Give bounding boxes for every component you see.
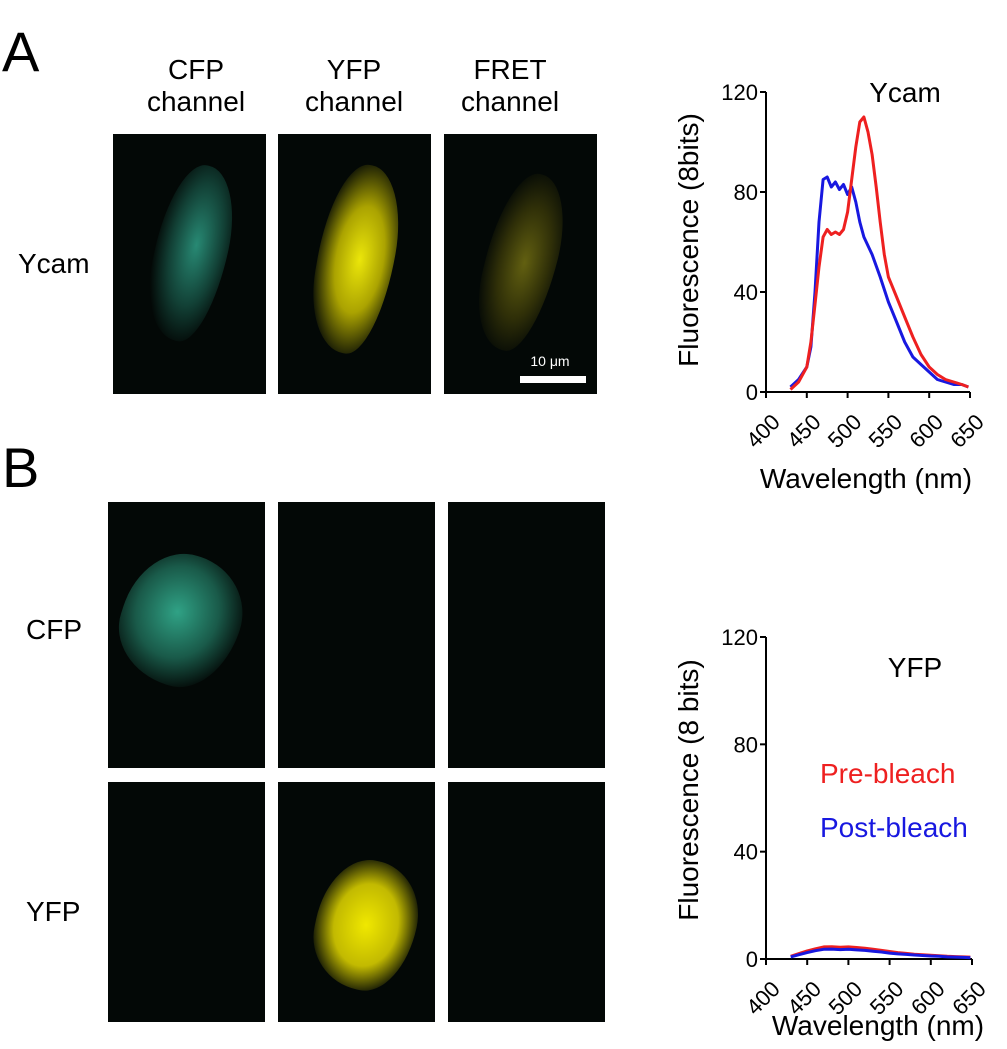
cell-fluorescence (108, 538, 258, 702)
micrograph-ycam-fret: 10 μm (444, 134, 597, 394)
series-line-series-1 (789, 115, 969, 391)
column-header-line1: YFP (326, 54, 382, 85)
panel-b-letter: B (2, 436, 40, 499)
chart-x-axis-label: Wavelength (nm) (760, 463, 972, 494)
column-header-line2: channel (146, 86, 246, 117)
y-tick-label: 80 (734, 732, 758, 757)
chart-yfp-bleach-spectrum: YFP Fluorescence (8 bits) Wavelength (nm… (673, 625, 991, 1041)
chart-title: YFP (888, 652, 942, 683)
micrograph-yfp-cfp-channel (108, 782, 265, 1022)
column-header-line2: channel (460, 86, 560, 117)
micrograph-cfp-cfp-channel (108, 502, 265, 768)
column-header-cfp: CFP channel (116, 54, 276, 118)
panel-a-letter: A (2, 20, 40, 83)
scale-bar-line (520, 376, 586, 383)
micrograph-ycam-yfp (278, 134, 431, 394)
scale-bar-label: 10 μm (530, 353, 569, 369)
scale-bar: 10 μm (520, 353, 586, 383)
column-header-line1: CFP (168, 54, 224, 85)
y-tick-label: 120 (721, 625, 758, 650)
y-tick-label: 0 (746, 380, 758, 405)
row-label-cfp: CFP (26, 614, 82, 645)
cell-fluorescence (137, 158, 245, 348)
micrograph-cfp-yfp-channel (278, 502, 435, 768)
x-tick-label: 600 (904, 409, 948, 453)
y-tick-label: 0 (746, 947, 758, 972)
cell-fluorescence (302, 158, 410, 360)
y-tick-label: 40 (734, 840, 758, 865)
x-tick-label: 450 (782, 409, 826, 453)
y-tick-label: 120 (721, 80, 758, 105)
x-tick-label: 400 (741, 409, 785, 453)
micrograph-yfp-fret-channel (448, 782, 605, 1022)
column-header-line1: FRET (473, 54, 547, 85)
chart-y-axis-label: Fluorescence (8 bits) (673, 659, 704, 920)
micrograph-ycam-cfp (113, 134, 266, 394)
chart-ycam-spectrum: Ycam Fluorescence (8bits) Wavelength (nm… (673, 77, 989, 494)
column-header-yfp: YFP channel (274, 54, 434, 118)
cell-fluorescence (303, 851, 429, 999)
chart-x-axis-label: Wavelength (nm) (772, 1010, 984, 1041)
row-label-ycam: Ycam (18, 248, 90, 279)
legend-entry-pre-bleach: Pre-bleach (820, 758, 955, 789)
legend-entry-post-bleach: Post-bleach (820, 812, 968, 843)
series-line-series-0 (789, 175, 969, 389)
series-line-post-bleach (790, 947, 971, 960)
chart-title: Ycam (869, 77, 941, 108)
x-tick-label: 550 (864, 409, 908, 453)
column-header-line2: channel (304, 86, 404, 117)
y-tick-label: 40 (734, 280, 758, 305)
micrograph-cfp-fret-channel (448, 502, 605, 768)
y-tick-label: 80 (734, 180, 758, 205)
column-header-fret: FRET channel (430, 54, 590, 118)
chart-y-axis-label: Fluorescence (8bits) (673, 113, 704, 367)
micrograph-yfp-yfp-channel (278, 782, 435, 1022)
x-tick-label: 650 (945, 409, 989, 453)
row-label-yfp: YFP (26, 896, 81, 927)
x-tick-label: 500 (823, 409, 867, 453)
